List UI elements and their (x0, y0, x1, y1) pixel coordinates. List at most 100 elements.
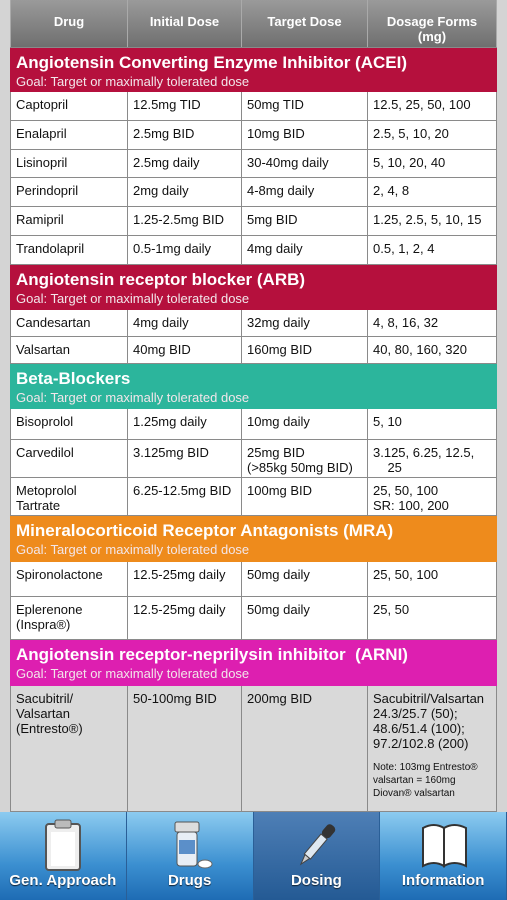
table-cell: 40mg BID (127, 337, 241, 363)
cell-text: 10mg BID (247, 126, 305, 141)
cell-text: Valsartan (16, 342, 70, 357)
table-cell: 10mg BID (241, 121, 367, 149)
table-cell: Lisinopril (10, 150, 127, 177)
table-cell: Trandolapril (10, 236, 127, 264)
table-cell: Ramipril (10, 207, 127, 235)
section-goal: Goal: Target or maximally tolerated dose (16, 74, 250, 89)
table-cell: 1.25-2.5mg BID (127, 207, 241, 235)
table-cell: 100mg BID (241, 478, 367, 515)
cell-text: Carvedilol (16, 445, 74, 460)
section-title: Angiotensin Converting Enzyme Inhibitor … (16, 53, 407, 72)
section-goal: Goal: Target or maximally tolerated dose (16, 291, 250, 306)
tab-bar: Gen. Approach Drugs Dosing Information (0, 812, 507, 900)
tab[interactable]: Dosing (253, 812, 381, 900)
cell-text: Captopril (16, 97, 69, 112)
cell-text: Lisinopril (16, 155, 68, 170)
book-icon (422, 824, 468, 868)
cell-text: 2.5, 5, 10, 20 (373, 126, 449, 141)
table-cell: 2, 4, 8 (367, 178, 497, 206)
section-header: Angiotensin receptor blocker (ARB) Goal: … (10, 265, 497, 310)
table-cell: 0.5-1mg daily (127, 236, 241, 264)
cell-text: Perindopril (16, 183, 79, 198)
cell-text: 2.5mg daily (133, 155, 200, 170)
table-row: Bisoprolol 1.25mg daily 10mg daily 5, 10 (10, 409, 497, 440)
tab[interactable]: Gen. Approach (0, 812, 127, 900)
column-header: Drug (10, 0, 127, 47)
table-cell: 5mg BID (241, 207, 367, 235)
cell-text: 2mg daily (133, 183, 189, 198)
section-title: Beta-Blockers (16, 369, 131, 388)
cell-text: 4mg daily (133, 315, 189, 330)
table-cell: 25, 50, 100 (367, 562, 497, 596)
cell-note: Note: 103mg Entresto® valsartan = 160mg … (373, 762, 478, 799)
cell-text: 25, 50, 100 (373, 567, 439, 582)
table-cell: Carvedilol (10, 440, 127, 477)
table-cell: Captopril (10, 92, 127, 120)
table-cell: 25, 50 (367, 597, 497, 639)
cell-text: 2, 4, 8 (373, 183, 410, 198)
tab-label: Dosing (290, 872, 342, 889)
cell-text: 25, 50, 100 SR: 100, 200 (373, 483, 449, 513)
table-cell: 25, 50, 100 SR: 100, 200 (367, 478, 497, 515)
column-header: Target Dose (241, 0, 367, 47)
table-cell: 3.125mg BID (127, 440, 241, 477)
table-cell: Perindopril (10, 178, 127, 206)
cell-text: 12.5-25mg daily (133, 602, 226, 617)
cell-text: Eplerenone (Inspra®) (16, 602, 83, 632)
cell-text: 12.5mg TID (133, 97, 201, 112)
cell-text: 4-8mg daily (247, 183, 315, 198)
table-cell: 200mg BID (241, 686, 367, 811)
cell-text: 40mg BID (133, 342, 191, 357)
table-cell: 4mg daily (127, 310, 241, 336)
cell-text: 25, 50 (373, 602, 410, 617)
cell-text: 12.5-25mg daily (133, 567, 226, 582)
cell-text: Ramipril (16, 212, 64, 227)
table-cell: 1.25mg daily (127, 409, 241, 439)
table-cell: 4mg daily (241, 236, 367, 264)
cell-text: Bisoprolol (16, 414, 74, 429)
cell-text: 30-40mg daily (247, 155, 329, 170)
table-cell: 50mg TID (241, 92, 367, 120)
tab[interactable]: Information (380, 812, 507, 900)
column-header: Dosage Forms (mg) (367, 0, 497, 47)
table-cell: 50-100mg BID (127, 686, 241, 811)
section-goal: Goal: Target or maximally tolerated dose (16, 666, 250, 681)
table-viewport: Drug Initial Dose Target Dose Dosage Forms … (0, 0, 507, 812)
cell-text: 5, 10 (373, 414, 402, 429)
cell-text: 4, 8, 16, 32 (373, 315, 439, 330)
section-header: Angiotensin receptor-neprilysin inhibito… (10, 640, 497, 686)
cell-text: 50mg TID (247, 97, 304, 112)
table-cell: 5, 10 (367, 409, 497, 439)
cell-text: Sacubitril/Valsartan 24.3/25.7 (50); 48.… (373, 691, 485, 751)
table-cell: 2.5, 5, 10, 20 (367, 121, 497, 149)
section-goal: Goal: Target or maximally tolerated dose (16, 390, 250, 405)
table-cell: Enalapril (10, 121, 127, 149)
table-cell: 40, 80, 160, 320 (367, 337, 497, 363)
tab-label: Gen. Approach (9, 872, 117, 889)
cell-text: 1.25mg daily (133, 414, 207, 429)
cell-text: 10mg daily (247, 414, 310, 429)
cell-text: 1.25, 2.5, 5, 10, 15 (373, 212, 482, 227)
table-cell: Eplerenone (Inspra®) (10, 597, 127, 639)
table-row: Metoprolol Tartrate 6.25-12.5mg BID 100mg … (10, 478, 497, 516)
table-cell: Sacubitril/Valsartan 24.3/25.7 (50); 48.… (367, 686, 497, 811)
section-title: Angiotensin receptor-neprilysin inhibito… (16, 645, 408, 664)
cell-text: Metoprolol Tartrate (16, 483, 77, 513)
table-row: Lisinopril 2.5mg daily 30-40mg daily 5, 10,… (10, 150, 497, 178)
table-cell: 6.25-12.5mg BID (127, 478, 241, 515)
table-cell: 12.5mg TID (127, 92, 241, 120)
table-cell: 4-8mg daily (241, 178, 367, 206)
table-cell: 30-40mg daily (241, 150, 367, 177)
table-cell: Spironolactone (10, 562, 127, 596)
table-cell: 50mg daily (241, 597, 367, 639)
cell-text: 1.25-2.5mg BID (133, 212, 225, 227)
tab[interactable]: Drugs (126, 812, 254, 900)
table-cell: 25mg BID (>85kg 50mg BID) (241, 440, 367, 477)
cell-text: 50mg daily (247, 602, 310, 617)
table-cell: Candesartan (10, 310, 127, 336)
table-row: Candesartan 4mg daily 32mg daily 4, 8, 16, … (10, 310, 497, 337)
table-cell: Bisoprolol (10, 409, 127, 439)
table-cell: 0.5, 1, 2, 4 (367, 236, 497, 264)
table-cell: 12.5-25mg daily (127, 597, 241, 639)
